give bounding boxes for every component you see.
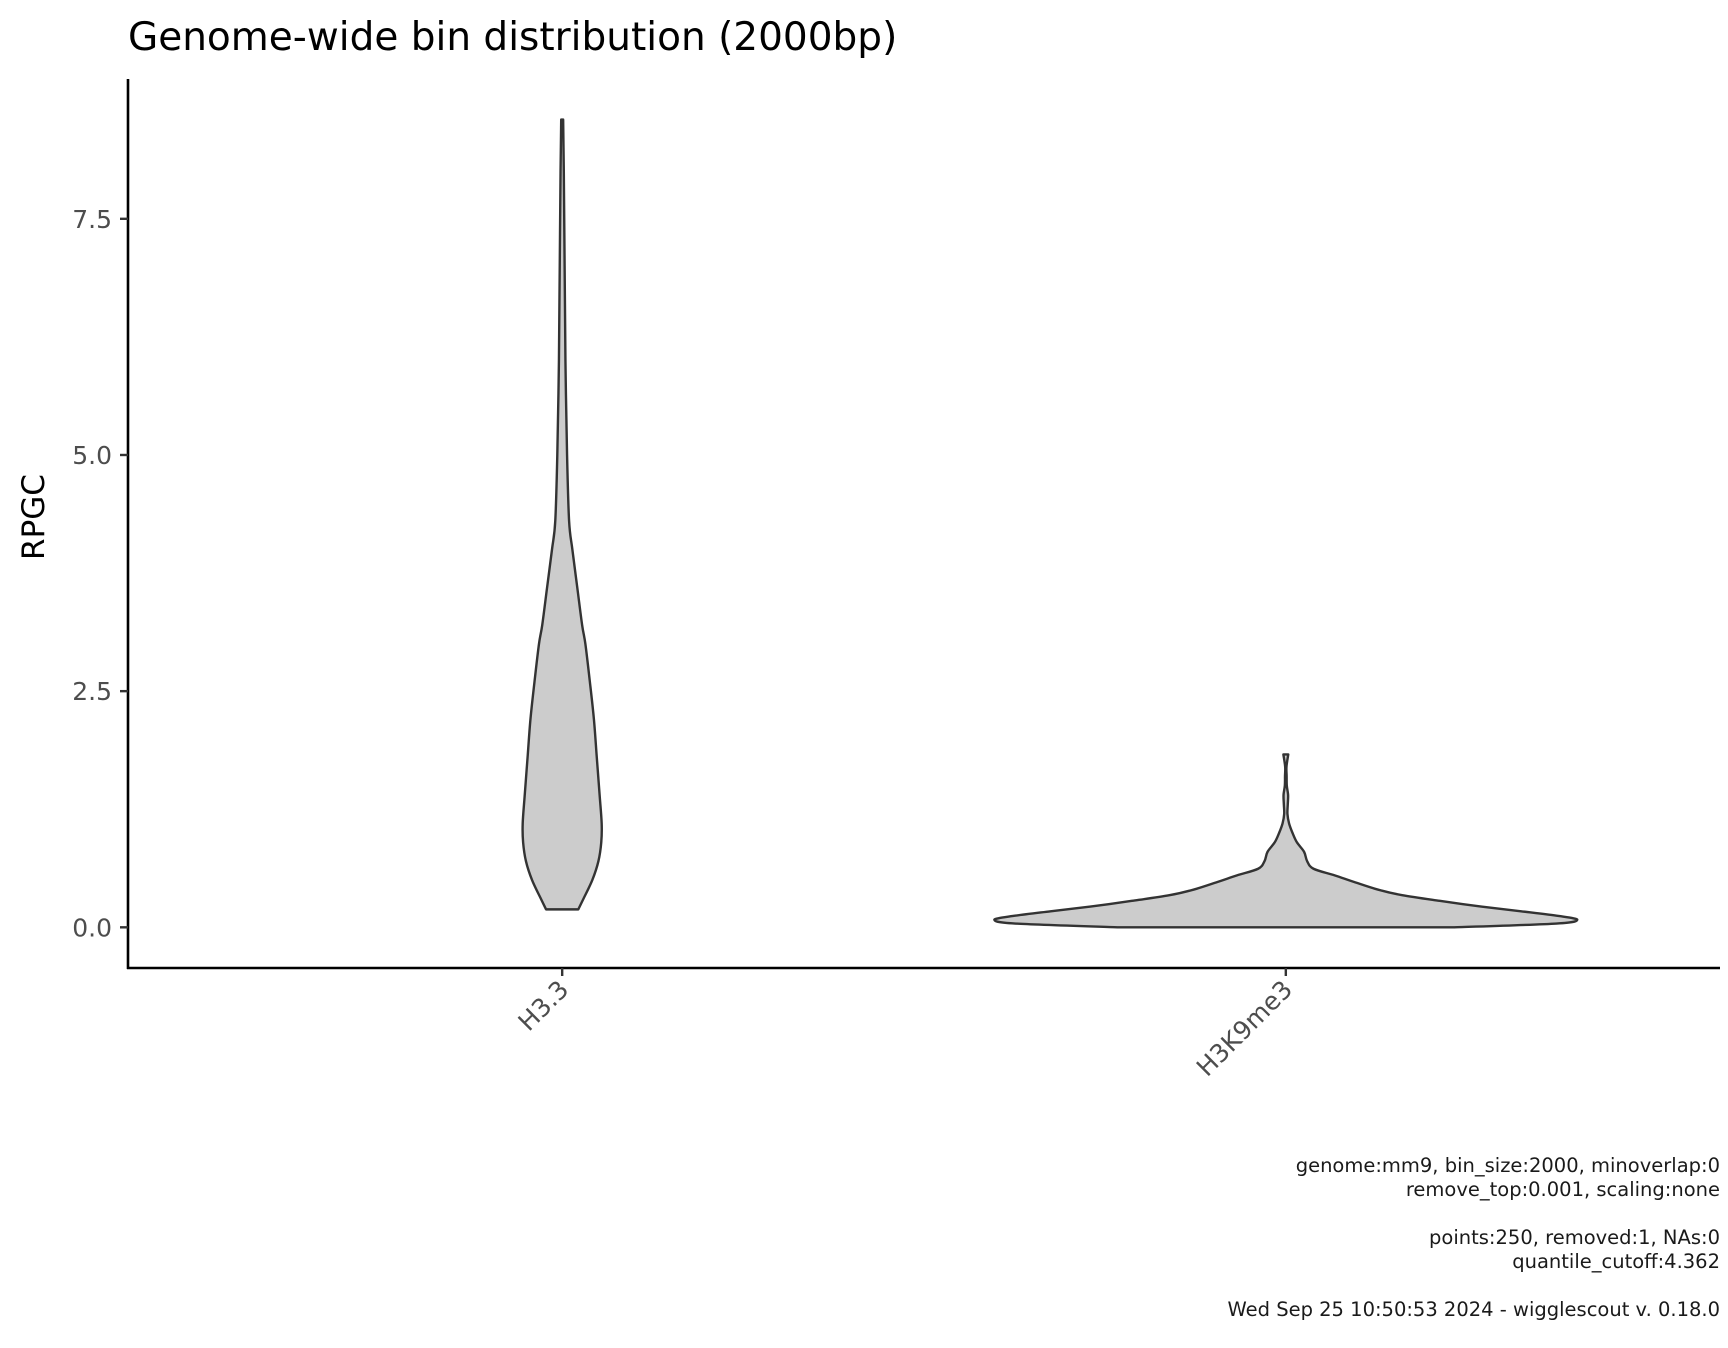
caption-line-genome: genome:mm9, bin_size:2000, minoverlap:0	[1295, 1154, 1720, 1177]
x-tick-label: H3K9me3	[1191, 975, 1298, 1082]
caption-spacer	[1227, 1274, 1720, 1298]
y-tick-label: 2.5	[72, 677, 112, 706]
caption-spacer	[1227, 1202, 1720, 1226]
chart-title: Genome-wide bin distribution (2000bp)	[128, 15, 897, 60]
plot-caption: genome:mm9, bin_size:2000, minoverlap:0 …	[1227, 1154, 1720, 1322]
y-ticks-group: 0.0 2.5 5.0 7.5	[72, 205, 128, 942]
violin-h3k9me3	[993, 753, 1579, 929]
x-ticks-group: H3.3 H3K9me3	[513, 968, 1298, 1082]
caption-line-timestamp: Wed Sep 25 10:50:53 2024 - wigglescout v…	[1227, 1298, 1720, 1321]
caption-line-cutoff: quantile_cutoff:4.362	[1512, 1250, 1720, 1273]
y-axis-label: RPGC	[16, 474, 52, 560]
violin-h3-3	[521, 118, 604, 911]
caption-line-scaling: remove_top:0.001, scaling:none	[1405, 1178, 1720, 1201]
y-tick-label: 0.0	[72, 913, 112, 942]
y-tick-label: 7.5	[72, 205, 112, 234]
caption-line-points: points:250, removed:1, NAs:0	[1429, 1226, 1720, 1249]
x-tick-label: H3.3	[513, 975, 575, 1037]
y-tick-label: 5.0	[72, 441, 112, 470]
violins-group	[521, 118, 1579, 929]
